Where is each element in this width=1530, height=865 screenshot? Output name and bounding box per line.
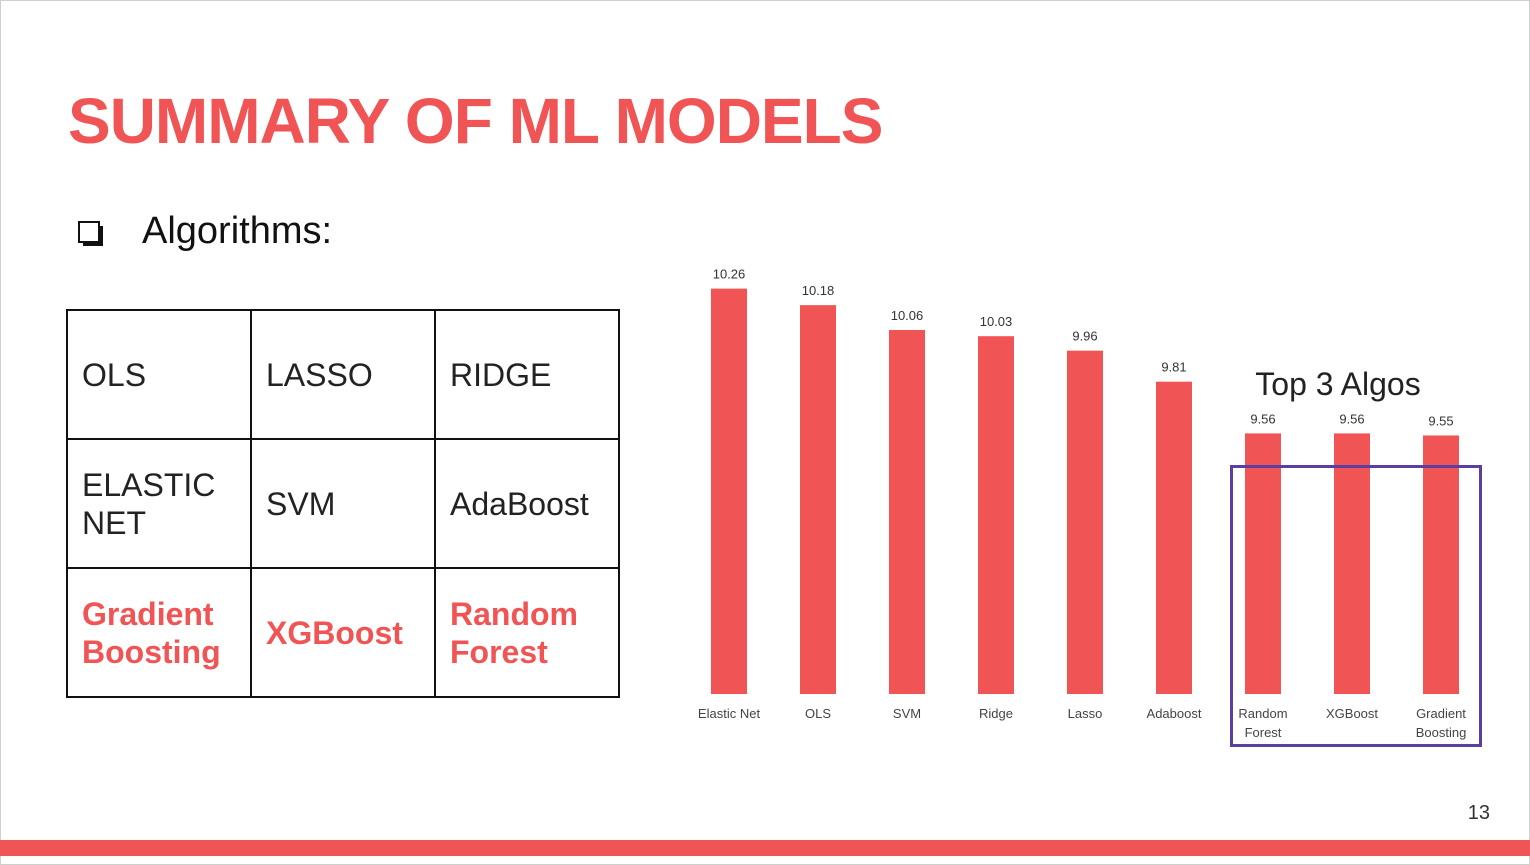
accent-bar (0, 840, 1530, 856)
tick-label: Forest (1245, 725, 1282, 740)
bar (711, 288, 747, 694)
tick-label: XGBoost (1326, 706, 1378, 721)
table-cell: RIDGE (434, 309, 620, 440)
checkbox-bullet-icon (78, 220, 103, 246)
tick-label: SVM (893, 706, 921, 721)
bar (800, 305, 836, 694)
data-label: 9.56 (1250, 411, 1275, 426)
bullet-row: Algorithms: (78, 210, 332, 253)
data-label: 10.06 (891, 308, 924, 323)
tick-label: OLS (805, 706, 831, 721)
data-label: 10.18 (802, 283, 835, 298)
table-row: ELASTIC NET SVM AdaBoost (66, 438, 620, 569)
bar (1423, 435, 1459, 694)
data-label: 9.55 (1428, 413, 1453, 428)
slide-title: SUMMARY OF ML MODELS (68, 85, 883, 157)
bar-chart: 10.26 Elastic Net 10.18 OLS 10.06 SVM 10.03 Rid… (698, 267, 1467, 740)
tick-label: Ridge (979, 706, 1013, 721)
table-cell: LASSO (250, 309, 436, 440)
table-cell-highlighted: XGBoost (250, 567, 436, 698)
data-label: 10.03 (980, 314, 1013, 329)
data-label: 9.56 (1339, 411, 1364, 426)
table-row: Gradient Boosting XGBoost Random Forest (66, 567, 620, 698)
table-row: OLS LASSO RIDGE (66, 309, 620, 440)
table-cell: ELASTIC NET (66, 438, 252, 569)
tick-label: Elastic Net (698, 706, 761, 721)
top3-highlight-box (1230, 465, 1482, 747)
bar (978, 336, 1014, 694)
bullet-text: Algorithms: (142, 210, 333, 252)
bar (1334, 433, 1370, 694)
table-cell-highlighted: Gradient Boosting (66, 567, 252, 698)
tick-label: Adaboost (1147, 706, 1202, 721)
table-cell: SVM (250, 438, 436, 569)
bar (1245, 433, 1281, 694)
page-number: 13 (1467, 802, 1490, 824)
table-cell-highlighted: Random Forest (434, 567, 620, 698)
data-label: 9.81 (1161, 360, 1186, 375)
data-label: 10.26 (713, 267, 746, 282)
bar (889, 329, 925, 694)
tick-label: Gradient (1416, 706, 1466, 721)
top3-label: Top 3 Algos (1255, 366, 1421, 402)
tick-label: Boosting (1416, 725, 1467, 740)
bar (1067, 350, 1103, 694)
table-cell: OLS (66, 309, 252, 440)
table-cell: AdaBoost (434, 438, 620, 569)
data-label: 9.96 (1072, 329, 1097, 344)
bar (1156, 381, 1192, 694)
algorithms-table: OLS LASSO RIDGE ELASTIC NET SVM AdaBoost… (66, 309, 620, 698)
tick-label: Lasso (1068, 706, 1103, 721)
tick-label: Random (1238, 706, 1287, 721)
